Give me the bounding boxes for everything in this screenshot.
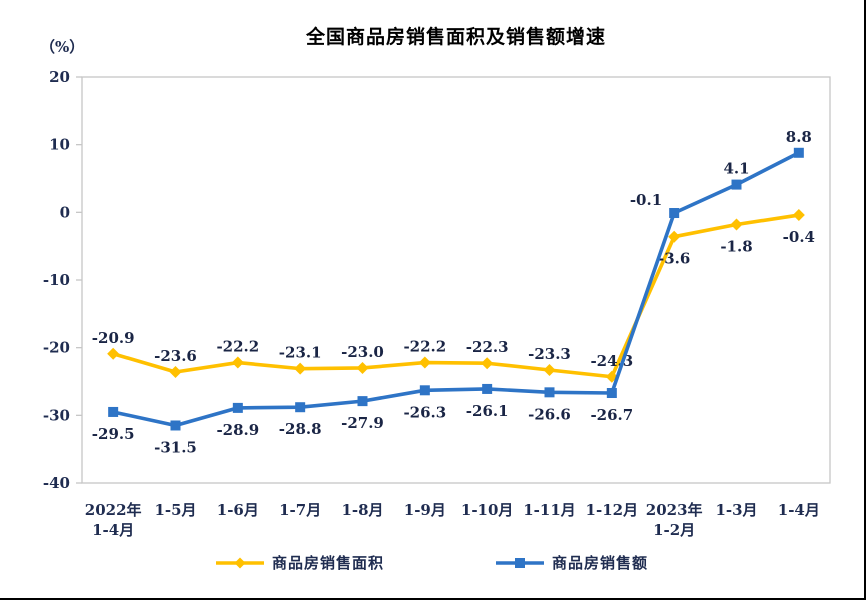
chart-svg: 20 10 0 -10 -20 -30 -40 2022年 1-4月 1-5月 1-6月 1-7月 1-… — [43, 68, 831, 539]
y-tick-label: 10 — [49, 136, 70, 154]
x-axis-label: 2022年 — [85, 501, 142, 519]
data-label: -1.8 — [720, 238, 752, 256]
data-label: -27.9 — [341, 414, 384, 432]
data-point-square-marker — [793, 147, 804, 158]
x-axis-label: 1-3月 — [715, 501, 757, 519]
x-axis-label: 1-10月 — [461, 501, 514, 519]
x-axis-label: 1-4月 — [778, 501, 820, 519]
y-axis-unit-label: （%） — [40, 38, 85, 56]
x-axis-label: 2023年 — [646, 501, 703, 519]
data-label: -23.1 — [279, 344, 322, 362]
legend-item-sales-amount: 商品房销售额 — [496, 552, 648, 573]
data-point-diamond-marker — [730, 218, 743, 231]
data-label: -20.9 — [92, 329, 135, 347]
x-axis-label: 1-4月 — [92, 521, 134, 539]
data-point-diamond-marker — [481, 357, 494, 370]
data-point-square-marker — [295, 402, 306, 413]
y-tick-label: -20 — [43, 339, 70, 357]
data-label: -31.5 — [154, 438, 197, 456]
chart-title: 全国商品房销售面积及销售额增速 — [305, 27, 606, 48]
data-label: 4.1 — [723, 160, 749, 178]
legend-square-marker — [515, 557, 525, 568]
data-point-square-marker — [606, 388, 617, 399]
data-label: -22.3 — [466, 338, 509, 356]
legend-line-diamond-icon — [215, 557, 264, 568]
y-tick-label: 0 — [60, 203, 70, 221]
data-label: -26.6 — [528, 405, 571, 423]
data-label: -26.7 — [590, 406, 633, 424]
data-point-diamond-marker — [356, 361, 369, 374]
series-line-0 — [111, 213, 801, 379]
data-point-square-marker — [669, 208, 680, 219]
x-axis-label: 1-2月 — [653, 521, 695, 539]
data-point-square-marker — [170, 420, 181, 431]
x-axis-label: 1-5月 — [154, 501, 196, 519]
data-point-diamond-marker — [231, 356, 244, 369]
data-point-diamond-marker — [294, 362, 307, 375]
y-tick-label: -40 — [43, 474, 70, 492]
data-label: -0.4 — [783, 228, 815, 246]
data-label: -22.2 — [403, 338, 446, 356]
chart-legend: 商品房销售面积 商品房销售额 — [0, 552, 864, 573]
legend-label-sales-area: 商品房销售面积 — [271, 555, 384, 572]
x-axis-label: 1-9月 — [404, 501, 446, 519]
x-axis-label: 1-8月 — [341, 501, 383, 519]
data-point-diamond-marker — [792, 209, 805, 222]
legend-label-sales-amount: 商品房销售额 — [552, 555, 649, 572]
x-axis-label: 1-12月 — [586, 501, 639, 519]
data-point-square-marker — [731, 179, 742, 190]
data-point-diamond-marker — [418, 356, 431, 369]
legend-item-sales-area: 商品房销售面积 — [215, 552, 384, 573]
data-label: -28.8 — [279, 420, 322, 438]
data-label: -23.3 — [528, 345, 571, 363]
plot-border — [81, 76, 831, 484]
y-tick-label: -10 — [43, 271, 70, 289]
data-label: -3.6 — [658, 250, 690, 268]
y-tick-label: 20 — [49, 68, 70, 86]
x-axis-label: 1-6月 — [217, 501, 259, 519]
data-point-diamond-marker — [107, 347, 120, 360]
data-label: -28.9 — [216, 421, 259, 439]
data-point-square-marker — [232, 402, 243, 413]
data-label: -23.6 — [154, 347, 197, 365]
data-point-square-marker — [108, 406, 119, 417]
data-label: -0.1 — [630, 191, 662, 209]
data-label: 8.8 — [786, 128, 812, 146]
data-point-diamond-marker — [543, 363, 556, 376]
series-line-1 — [111, 150, 801, 428]
y-tick-label: -30 — [43, 406, 70, 424]
x-axis-label: 1-11月 — [523, 501, 576, 519]
data-point-diamond-marker — [169, 366, 182, 379]
data-label: -26.1 — [466, 402, 509, 420]
legend-diamond-marker — [234, 557, 246, 568]
data-point-diamond-marker — [668, 230, 681, 243]
x-axis-label: 1-7月 — [279, 501, 321, 519]
data-point-square-marker — [544, 387, 555, 398]
data-label: -23.0 — [341, 343, 384, 361]
data-label: -29.5 — [92, 425, 135, 443]
data-label: -26.3 — [403, 403, 446, 421]
data-point-square-marker — [419, 385, 430, 396]
data-point-square-marker — [357, 396, 368, 407]
legend-line-square-icon — [496, 557, 544, 568]
data-point-square-marker — [482, 383, 493, 394]
data-label: -22.2 — [216, 338, 259, 356]
